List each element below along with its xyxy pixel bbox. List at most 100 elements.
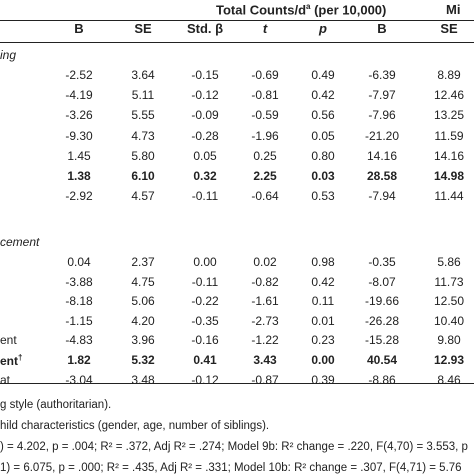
table-cell: -7.94 bbox=[368, 189, 396, 204]
table-cell: -1.22 bbox=[251, 333, 279, 348]
group2-title: Mi bbox=[446, 2, 461, 17]
table-cell: -6.39 bbox=[368, 68, 396, 82]
footnote-line: hild characteristics (gender, age, numbe… bbox=[0, 420, 270, 432]
section-label: cement bbox=[0, 235, 40, 249]
table-cell: 0.42 bbox=[311, 88, 335, 103]
table-cell: -26.28 bbox=[364, 313, 400, 328]
table-cell: -0.22 bbox=[191, 294, 219, 309]
table-cell: 0.23 bbox=[311, 333, 335, 348]
table-cell: 4.73 bbox=[131, 128, 155, 143]
table-cell: 0.80 bbox=[311, 148, 335, 163]
column-header: SE bbox=[134, 21, 152, 36]
table-cell: 1.82 bbox=[67, 353, 91, 367]
table-cell: 12.93 bbox=[433, 353, 465, 367]
table-cell: 4.57 bbox=[131, 189, 155, 204]
table-cell: -1.61 bbox=[251, 294, 279, 309]
table-cell: 11.59 bbox=[434, 128, 464, 143]
table-cell: 12.46 bbox=[433, 88, 465, 103]
table-cell: -7.96 bbox=[368, 108, 396, 123]
table-cell: -3.26 bbox=[65, 108, 93, 123]
table-cell: -0.35 bbox=[191, 313, 219, 328]
table-cell: 0.05 bbox=[193, 148, 217, 163]
table-cell: -3.88 bbox=[65, 274, 93, 289]
table-cell: 13.25 bbox=[433, 108, 465, 123]
footnote-line: g style (authoritarian). bbox=[0, 399, 112, 411]
table-cell: 3.43 bbox=[253, 353, 277, 367]
column-header: Std. β bbox=[186, 21, 224, 36]
table-cell: -9.30 bbox=[65, 128, 93, 143]
table-cell: 0.53 bbox=[311, 189, 335, 204]
table-cell: 14.98 bbox=[433, 169, 465, 183]
column-header: B bbox=[74, 21, 84, 36]
table-cell: -0.15 bbox=[191, 68, 219, 82]
table-cell: 14.16 bbox=[433, 148, 465, 163]
table-cell: -0.69 bbox=[251, 68, 279, 82]
table-cell: -0.82 bbox=[251, 274, 279, 289]
table-cell: 1.45 bbox=[67, 148, 91, 163]
table-cell: 28.58 bbox=[366, 169, 398, 183]
table-cell: 12.50 bbox=[433, 294, 465, 309]
group1-sup: a bbox=[306, 2, 311, 11]
table-rule-bottom bbox=[0, 383, 474, 384]
table-cell: 0.03 bbox=[311, 169, 335, 183]
table-cell: 0.42 bbox=[311, 274, 335, 289]
table-cell: 0.41 bbox=[193, 353, 217, 367]
table-cell: -0.59 bbox=[251, 108, 279, 123]
column-header: SE bbox=[440, 21, 458, 36]
table-cell: 5.55 bbox=[131, 108, 155, 123]
table-cell: 0.05 bbox=[311, 128, 335, 143]
table-cell: 3.48 bbox=[131, 372, 155, 387]
column-header: p bbox=[319, 21, 327, 36]
table-cell: -8.86 bbox=[368, 372, 396, 387]
table-cell: 0.32 bbox=[193, 169, 217, 183]
row-label: ent bbox=[0, 333, 17, 348]
table-cell: -19.66 bbox=[364, 294, 400, 309]
table-cell: -21.20 bbox=[364, 128, 400, 143]
group1-title: Total Counts/da (per 10,000) bbox=[216, 2, 387, 18]
table-cell: -15.28 bbox=[364, 333, 400, 348]
section-label: ing bbox=[0, 48, 17, 62]
table-cell: -1.96 bbox=[251, 128, 279, 143]
table-cell: 5.32 bbox=[131, 353, 155, 367]
table-cell: 5.86 bbox=[437, 255, 461, 269]
table-cell: 5.80 bbox=[131, 148, 155, 163]
table-cell: 14.16 bbox=[366, 148, 398, 163]
table-cell: 4.75 bbox=[131, 274, 155, 289]
footnote-line: ) = 4.202, p = .004; R² = .372, Adj R² =… bbox=[0, 441, 468, 453]
table-cell: 0.11 bbox=[311, 294, 335, 309]
table-cell: 1.38 bbox=[67, 169, 91, 183]
table-cell: -2.92 bbox=[65, 189, 93, 204]
table-cell: -0.09 bbox=[191, 108, 219, 123]
table-cell: -0.64 bbox=[251, 189, 279, 204]
table-cell: 0.49 bbox=[311, 68, 335, 82]
table-cell: 0.39 bbox=[311, 372, 335, 387]
table-cell: 4.20 bbox=[131, 313, 155, 328]
table-cell: -0.28 bbox=[191, 128, 219, 143]
table-cell: 0.56 bbox=[311, 108, 335, 123]
table-cell: 11.44 bbox=[434, 189, 464, 204]
table-cell: 10.40 bbox=[433, 313, 465, 328]
table-cell: 3.96 bbox=[131, 333, 155, 348]
table-cell: 0.02 bbox=[253, 255, 277, 269]
table-cell: 40.54 bbox=[366, 353, 398, 367]
table-cell: 5.06 bbox=[131, 294, 155, 309]
table-cell: -0.87 bbox=[251, 372, 279, 387]
table-cell: 0.00 bbox=[193, 255, 217, 269]
table-cell: 0.01 bbox=[311, 313, 335, 328]
table-cell: 0.98 bbox=[311, 255, 335, 269]
table-cell: -0.11 bbox=[191, 274, 219, 289]
footnote-line: 1) = 6.075, p = .000; R² = .435, Adj R² … bbox=[0, 462, 462, 474]
column-header: t bbox=[262, 21, 268, 36]
table-cell: 6.10 bbox=[131, 169, 155, 183]
table-cell: -0.11 bbox=[191, 189, 219, 204]
table-cell: 0.25 bbox=[253, 148, 277, 163]
header-rule-bottom bbox=[0, 42, 474, 43]
table-cell: -0.16 bbox=[191, 333, 219, 348]
table-cell: 5.11 bbox=[131, 88, 155, 103]
table-cell: -4.19 bbox=[65, 88, 93, 103]
header-rule-top bbox=[0, 20, 474, 21]
table-cell: -8.07 bbox=[368, 274, 396, 289]
table-cell: 2.37 bbox=[131, 255, 155, 269]
table-cell: 9.80 bbox=[437, 333, 461, 348]
table-cell: -0.35 bbox=[368, 255, 396, 269]
